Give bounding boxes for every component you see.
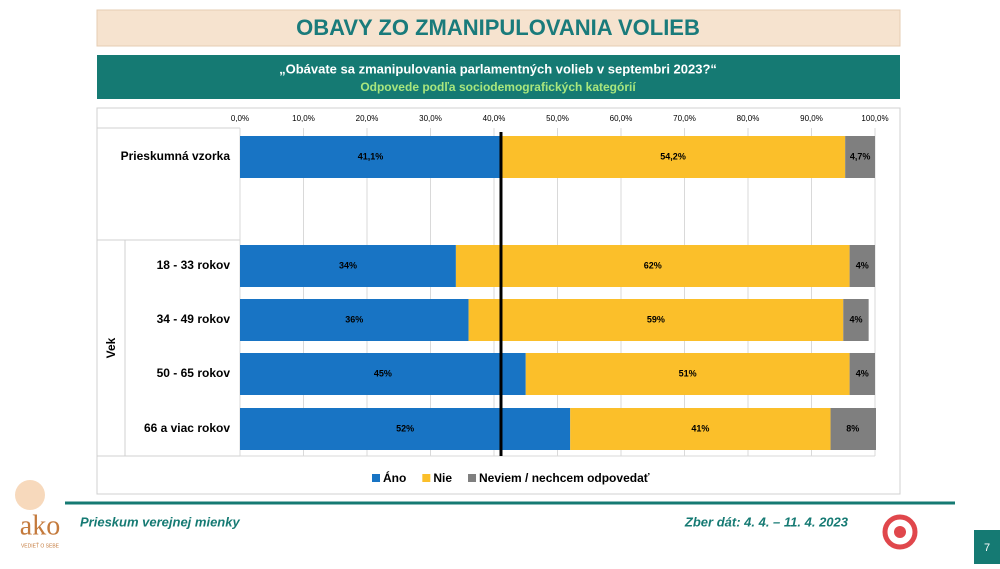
bar-segment [240, 353, 526, 395]
logo-tagline: VEDIEŤ O SEBE [21, 541, 60, 549]
value-label: 8% [846, 423, 859, 433]
bar-segment [845, 136, 875, 178]
bar-segment [468, 299, 844, 341]
value-label: 45% [374, 368, 392, 378]
title: OBAVY ZO ZMANIPULOVANIA VOLIEB [296, 15, 700, 40]
logo: ako [20, 510, 60, 541]
subtitle: Odpovede podľa sociodemografických kateg… [360, 80, 636, 94]
category-label: 66 a viac rokov [144, 421, 230, 435]
bar-segment [240, 245, 456, 287]
title-box [96, 9, 901, 47]
bar-segment [240, 408, 571, 450]
x-tick-label: 90,0% [800, 114, 823, 123]
value-label: 52% [396, 423, 414, 433]
x-tick-label: 80,0% [737, 114, 760, 123]
footer-right: Zber dát: 4. 4. – 11. 4. 2023 [684, 514, 849, 529]
bar-segment [455, 245, 850, 287]
value-label: 4% [856, 260, 869, 270]
value-label: 34% [339, 260, 357, 270]
value-label: 62% [644, 260, 662, 270]
sponsor-logo-dot [894, 526, 906, 538]
value-label: 51% [679, 368, 697, 378]
legend-swatch [422, 474, 431, 482]
logo-head [15, 480, 45, 510]
bar-segment [830, 408, 876, 450]
group-label: Vek [104, 337, 118, 358]
grid [239, 128, 876, 457]
category-label: 34 - 49 rokov [157, 312, 231, 326]
page-box [974, 530, 1000, 564]
bar-segment [849, 245, 875, 287]
footer-left: Prieskum verejnej mienky [80, 514, 240, 529]
labels: 0,0% 10,0% 20,0% 30,0% 40,0% 50,0% 60,0% 70,0% 8… [121, 114, 889, 485]
bar-segment [240, 136, 501, 178]
x-tick-label: 100,0% [861, 114, 888, 123]
bar-segment [240, 299, 469, 341]
x-tick-label: 10,0% [292, 114, 315, 123]
category-label: Prieskumná vzorka [121, 149, 231, 163]
x-tick-label: 40,0% [483, 114, 506, 123]
x-tick-label: 20,0% [356, 114, 379, 123]
bar-segment [525, 353, 850, 395]
bar-segment [570, 408, 831, 450]
value-label: 36% [345, 314, 363, 324]
legend-swatch [372, 474, 380, 482]
legend-swatch [468, 474, 477, 482]
value-label: 4% [849, 314, 862, 324]
legend-label: Neviem / nechcem odpovedať [479, 471, 650, 485]
x-tick-label: 70,0% [673, 114, 696, 123]
question-box [97, 55, 900, 99]
x-tick-label: 0,0% [231, 114, 249, 123]
page-number: 7 [984, 542, 990, 554]
value-label: 54,2% [660, 151, 686, 161]
value-label: 41,1% [358, 151, 384, 161]
bars [240, 136, 876, 450]
sponsor-logo [882, 514, 918, 550]
x-tick-label: 60,0% [610, 114, 633, 123]
value-label: 4% [856, 368, 869, 378]
value-label: 41% [691, 423, 709, 433]
x-tick-label: 50,0% [546, 114, 569, 123]
legend-label: Nie [433, 471, 452, 485]
bar-segment [843, 299, 869, 341]
value-label: 59% [647, 314, 665, 324]
x-tick-label: 30,0% [419, 114, 442, 123]
legend-label: Áno [383, 470, 406, 485]
category-label: 18 - 33 rokov [157, 258, 231, 272]
question: „Obávate sa zmanipulovania parlamentných… [279, 61, 717, 76]
bar-segment [500, 136, 846, 178]
value-label: 4,7% [850, 151, 871, 161]
category-label: 50 - 65 rokov [157, 366, 231, 380]
bar-segment [849, 353, 875, 395]
